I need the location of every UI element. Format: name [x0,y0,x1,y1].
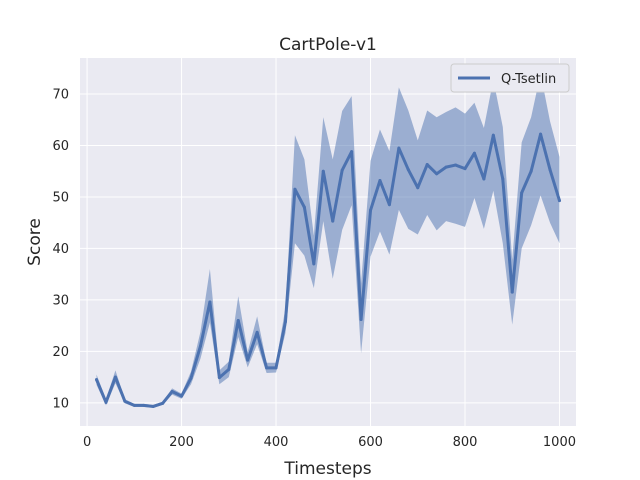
data-point [520,191,524,195]
data-point [557,199,561,203]
data-point [180,394,184,398]
series-line [95,132,561,408]
data-point [359,317,363,321]
x-axis-ticks: 0 200 400 600 800 1000 [83,435,576,450]
data-point [123,399,127,403]
x-tick-label: 1000 [543,435,576,450]
data-point [274,366,278,370]
data-point [539,132,543,136]
data-point [113,375,117,379]
series-lines [95,132,561,408]
data-point [312,262,316,266]
x-tick-label: 400 [264,435,289,450]
data-point [227,367,231,371]
y-tick-label: 40 [52,242,69,257]
data-point [208,300,212,304]
x-tick-label: 0 [83,435,91,450]
x-tick-label: 200 [169,435,194,450]
data-point [501,177,505,181]
y-tick-label: 60 [52,139,69,154]
data-point [529,169,533,173]
data-point [387,203,391,207]
y-tick-label: 10 [52,396,69,411]
data-point [170,390,174,394]
data-point [302,205,306,209]
data-point [293,187,297,191]
legend-box [450,63,570,93]
data-point [378,178,382,182]
x-tick-label: 800 [453,435,478,450]
x-tick-label: 600 [358,435,383,450]
data-point [482,177,486,181]
y-axis-ticks: 10 20 30 40 50 60 70 [52,88,69,412]
data-point [142,403,146,407]
data-point [397,146,401,150]
data-point [444,165,448,169]
data-point [425,163,429,167]
data-point [350,150,354,154]
data-point [198,344,202,348]
y-tick-label: 30 [52,293,69,308]
data-point [369,208,373,212]
data-point [255,330,259,334]
y-tick-label: 70 [52,88,69,103]
legend-label: Q-Tsetlin [501,72,556,87]
data-point [416,186,420,190]
data-point [104,400,108,404]
data-point [331,219,335,223]
data-point [435,172,439,176]
data-point [406,168,410,172]
data-point [472,151,476,155]
data-point [340,168,344,172]
data-point [161,401,165,405]
data-point [265,366,269,370]
data-point [491,133,495,137]
data-point [454,163,458,167]
data-point [95,378,99,382]
data-point [217,376,221,380]
data-point [246,358,250,362]
legend: Q-Tsetlin [450,63,570,93]
data-point [189,376,193,380]
data-point [283,320,287,324]
data-point [151,404,155,408]
x-axis-label: Timesteps [283,459,371,479]
y-tick-label: 20 [52,345,69,360]
data-point [510,290,514,294]
y-axis-label: Score [25,218,45,266]
data-point [463,167,467,171]
data-point [132,403,136,407]
y-tick-label: 50 [52,190,69,205]
data-point [548,168,552,172]
data-point [236,318,240,322]
chart-title: CartPole-v1 [279,35,377,55]
data-point [321,169,325,173]
